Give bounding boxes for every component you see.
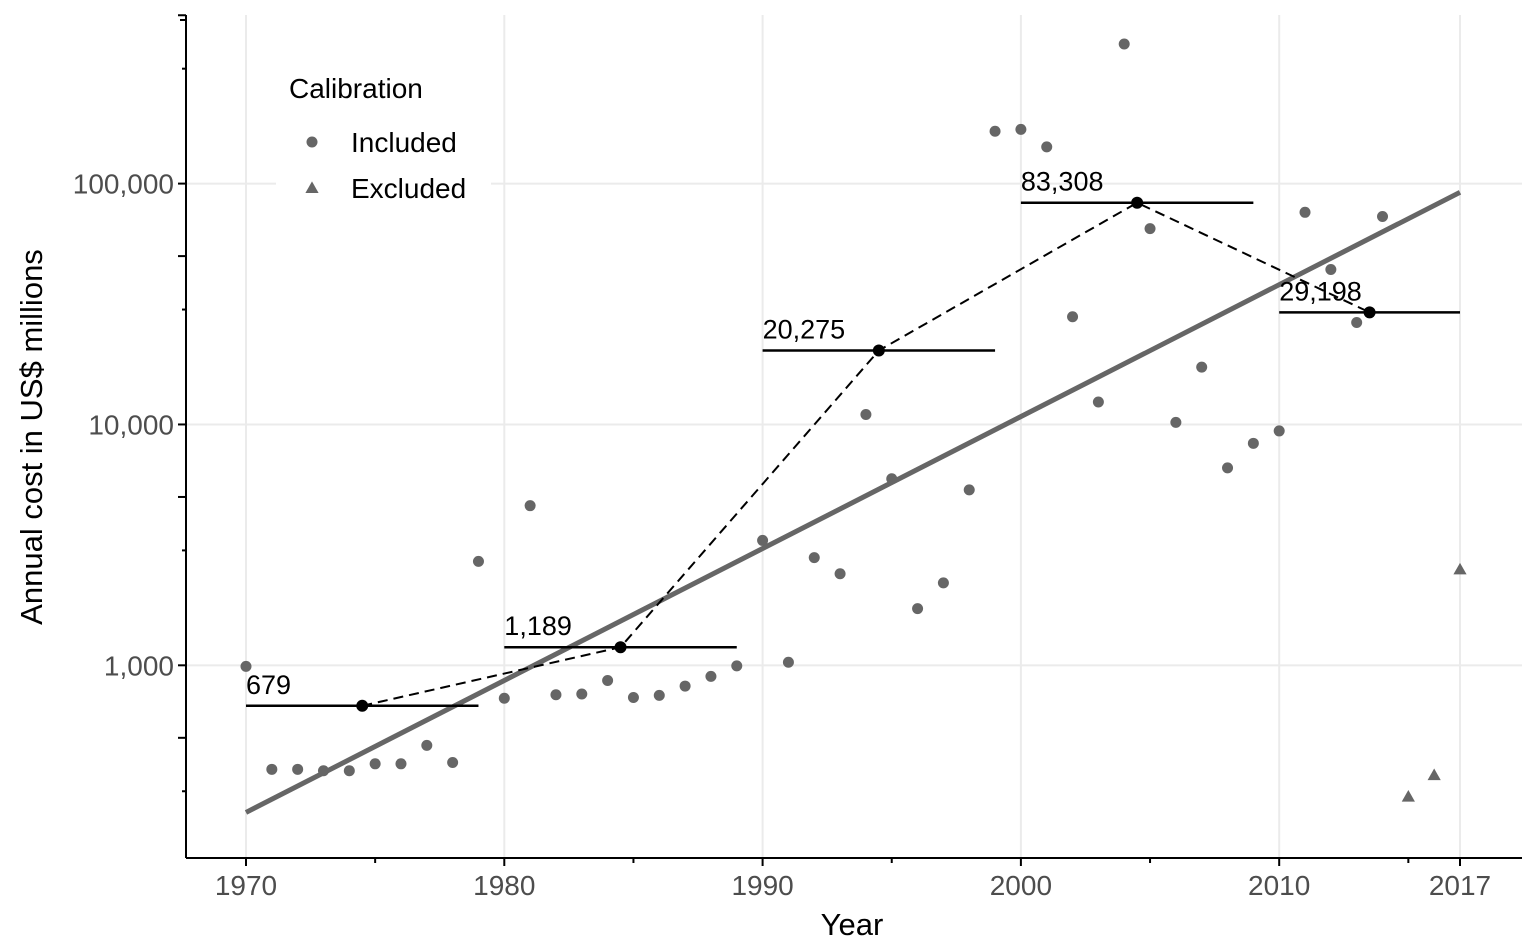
y-tick-label: 100,000 [73, 169, 174, 200]
included-point [1325, 263, 1337, 275]
included-point [1222, 462, 1234, 474]
included-point [886, 473, 898, 485]
decade-mean-label: 20,275 [763, 315, 846, 345]
included-point [679, 680, 691, 692]
included-point [1196, 361, 1208, 373]
included-point [1041, 141, 1053, 153]
excluded-point [1401, 790, 1415, 802]
included-point [757, 534, 769, 546]
grid-lines [186, 15, 1522, 858]
included-point [834, 568, 846, 580]
x-tick-label: 1970 [215, 870, 277, 901]
included-point [1351, 317, 1363, 329]
included-point [421, 739, 433, 751]
decade-mean-point [356, 699, 369, 712]
legend-item-label: Excluded [351, 173, 466, 204]
included-point [550, 689, 562, 701]
included-point [317, 765, 329, 777]
y-tick-label: 1,000 [104, 650, 174, 681]
included-point [1067, 311, 1079, 323]
included-point [240, 660, 252, 672]
legend-item-label: Included [351, 127, 457, 158]
included-point [602, 674, 614, 686]
decade-mean-point [872, 344, 885, 357]
included-point [1144, 223, 1156, 235]
x-tick-label: 2017 [1429, 870, 1491, 901]
included-point [1299, 206, 1311, 218]
x-tick-label: 2010 [1248, 870, 1310, 901]
included-point [369, 758, 381, 770]
legend-key-excluded [305, 181, 319, 193]
y-tick-label: 10,000 [88, 409, 174, 440]
legend: Calibration Included Excluded [276, 64, 491, 214]
decade-mean-label: 679 [246, 670, 291, 700]
included-point [705, 670, 717, 682]
included-point [1377, 211, 1389, 223]
decade-means-layer: 679 1,189 20,275 83,308 29,198 [246, 167, 1460, 712]
decade-mean-label: 1,189 [504, 611, 572, 641]
x-tick-label: 2000 [990, 870, 1052, 901]
included-point [472, 555, 484, 567]
included-point [395, 758, 407, 770]
included-point [1170, 416, 1182, 428]
included-point [1092, 396, 1104, 408]
included-point [266, 763, 278, 775]
decade-mean-point [614, 641, 627, 654]
trend-line [244, 190, 1462, 815]
included-point [343, 765, 355, 777]
included-point [1273, 425, 1285, 437]
included-point [524, 500, 536, 512]
y-axis-title: Annual cost in US$ millions [14, 249, 49, 625]
included-point [1247, 437, 1259, 449]
included-point [627, 692, 639, 704]
decade-mean-label: 83,308 [1021, 167, 1104, 197]
excluded-point [1453, 562, 1467, 575]
included-point [963, 484, 975, 496]
x-tick-label: 1990 [731, 870, 793, 901]
included-point [292, 763, 304, 775]
excluded-point [1427, 768, 1441, 781]
data-points [240, 38, 1467, 802]
decade-mean-label: 29,198 [1279, 276, 1362, 306]
legend-title: Calibration [289, 73, 423, 104]
included-point [860, 408, 872, 420]
axes: 1,000 10,000 100,000 1970 1980 1990 2000 2010 20… [73, 14, 1522, 901]
included-point [447, 756, 459, 768]
x-tick-label: 1980 [473, 870, 535, 901]
trend-line-layer [244, 190, 1462, 815]
included-point [989, 125, 1001, 137]
decade-mean-point [1131, 196, 1144, 209]
included-point [576, 688, 588, 700]
included-point [1015, 123, 1027, 135]
included-point [912, 603, 924, 615]
included-point [1118, 38, 1130, 50]
legend-key-included [306, 136, 318, 148]
included-point [731, 660, 743, 672]
included-point [937, 577, 949, 589]
included-point [808, 552, 820, 564]
included-point [653, 689, 665, 701]
decade-mean-point [1363, 306, 1376, 319]
x-axis-title: Year [821, 907, 884, 942]
included-point [498, 692, 510, 704]
included-point [782, 656, 794, 668]
